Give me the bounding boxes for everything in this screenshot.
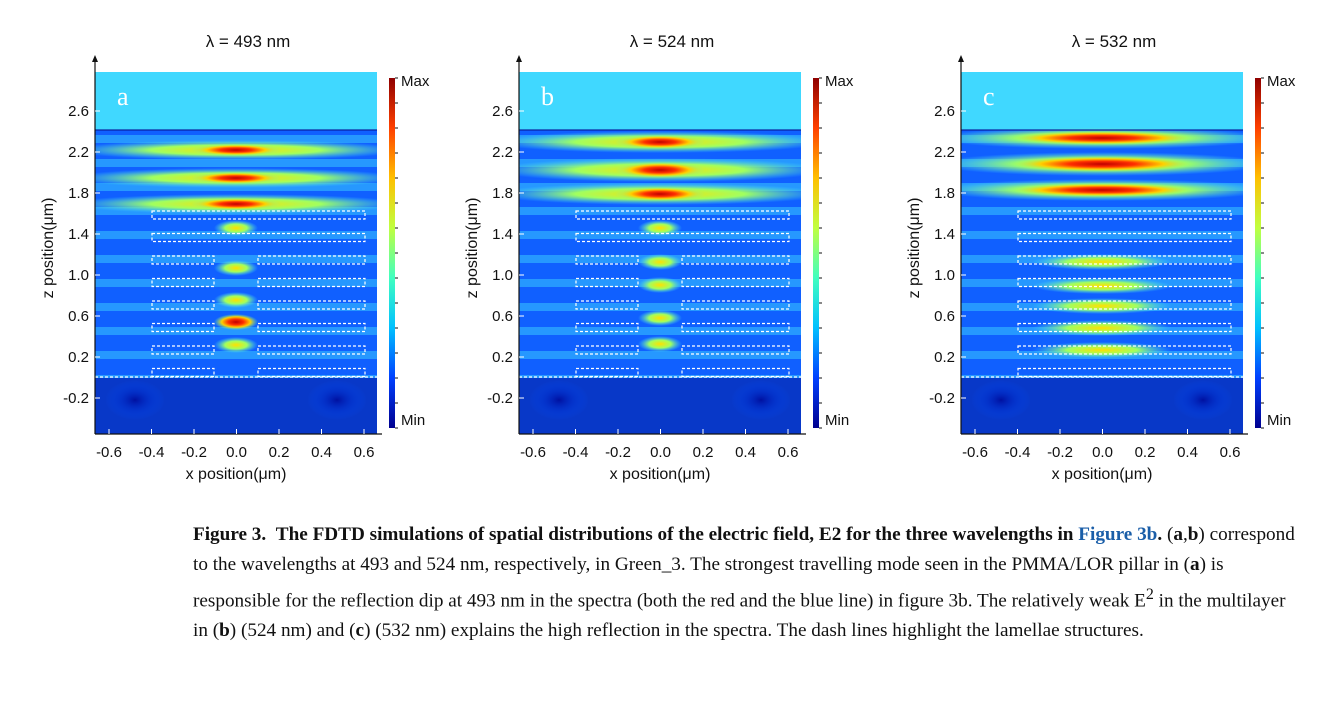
panel-letter: c [983, 82, 995, 111]
colorbar-max-label: Max [1267, 73, 1296, 90]
caption-comma: , [1182, 524, 1188, 545]
x-tick-label: 0.4 [311, 444, 332, 461]
panel-b: λ = 524 nm 2.6 2.2 1.8 1.4 1.0 0.6 0.2 -0.2 -0.6… [464, 0, 904, 500]
x-tick-label: -0.4 [139, 444, 165, 461]
y-axis-arrow-icon [92, 55, 98, 62]
panel-a-plot: 2.6 2.2 1.8 1.4 1.0 0.6 0.2 -0.2 -0.6 -0.4 -0.2 0.0… [40, 55, 430, 483]
y-tick-label: 0.2 [68, 349, 89, 366]
y-tick-label: -0.2 [929, 390, 955, 407]
caption-ref-c2: c [355, 620, 365, 642]
x-tick-label: -0.2 [605, 444, 631, 461]
caption-title-post: . [1157, 524, 1163, 545]
panel-b-title: λ = 524 nm [629, 32, 715, 51]
field-map [519, 72, 801, 434]
colorbar-min-label: Min [825, 412, 849, 429]
y-tick-label: 1.0 [934, 267, 955, 284]
caption-text-4: in the multilayer in ( [193, 590, 1286, 642]
field-map [95, 72, 377, 434]
y-tick-label: 0.6 [68, 308, 89, 325]
x-tick-label: -0.6 [520, 444, 546, 461]
caption-text-6: ) (532 nm) explains the high reflection … [364, 620, 1144, 642]
x-tick-label: -0.2 [181, 444, 207, 461]
caption-ref-a2: a [1190, 554, 1200, 575]
caption-text-3: ) is responsible for the reflection dip … [193, 554, 1224, 612]
y-tick-label: 1.4 [492, 226, 513, 243]
y-tick-label: 1.4 [68, 226, 89, 243]
x-tick-label: 0.2 [269, 444, 290, 461]
panel-c: λ = 532 nm 2.6 2.2 1.8 1.4 1.0 0.6 0.2 -0.2 -0.6… [906, 0, 1326, 500]
y-tick-label: 1.0 [68, 267, 89, 284]
x-tick-label: 0.6 [1220, 444, 1241, 461]
y-tick-label: 1.0 [492, 267, 513, 284]
y-tick-label: 2.2 [934, 144, 955, 161]
y-tick-label: -0.2 [487, 390, 513, 407]
caption-text-5: ) (524 nm) and ( [229, 620, 356, 642]
x-tick-label: -0.2 [1047, 444, 1073, 461]
colorbar [389, 78, 395, 428]
panel-a: λ = 493 nm 2.6 2.2 1.8 1.4 1.0 0.6 0.2 -0.2 -0.6… [40, 0, 480, 500]
colorbar [1255, 78, 1261, 428]
y-tick-label: 1.8 [68, 185, 89, 202]
field-map [961, 72, 1243, 434]
x-axis-label: x position(μm) [186, 466, 287, 483]
x-tick-label: 0.0 [650, 444, 671, 461]
colorbar-max-label: Max [401, 73, 430, 90]
y-tick-label: 0.6 [492, 308, 513, 325]
x-tick-label: -0.6 [962, 444, 988, 461]
y-tick-label: 0.2 [934, 349, 955, 366]
y-tick-label: 0.2 [492, 349, 513, 366]
x-tick-label: 0.0 [1092, 444, 1113, 461]
x-tick-label: 0.6 [354, 444, 375, 461]
figure-caption: Figure 3. The FDTD simulations of spatia… [193, 520, 1303, 646]
colorbar-min-label: Min [401, 412, 425, 429]
y-axis-arrow-icon [516, 55, 522, 62]
y-tick-label: 2.6 [934, 103, 955, 120]
caption-text-1: ( [1162, 524, 1174, 545]
caption-title-pre: The FDTD simulations of spatial distribu… [275, 524, 1079, 545]
caption-label: Figure 3. [193, 524, 267, 545]
x-axis-label: x position(μm) [610, 466, 711, 483]
y-tick-label: 2.2 [492, 144, 513, 161]
panel-letter: b [541, 82, 554, 111]
x-axis-label: x position(μm) [1052, 466, 1153, 483]
y-tick-label: -0.2 [63, 390, 89, 407]
x-tick-label: 0.6 [778, 444, 799, 461]
x-tick-label: 0.2 [1135, 444, 1156, 461]
panel-c-plot: 2.6 2.2 1.8 1.4 1.0 0.6 0.2 -0.2 -0.6 -0.4 -0.2 0.0… [906, 55, 1296, 483]
y-axis-arrow-icon [958, 55, 964, 62]
x-tick-label: 0.4 [1177, 444, 1198, 461]
y-tick-label: 0.6 [934, 308, 955, 325]
x-tick-label: -0.4 [563, 444, 589, 461]
x-tick-label: 0.4 [735, 444, 756, 461]
caption-text-2: ) correspond to the wavelengths at 493 a… [193, 524, 1295, 575]
colorbar-max-label: Max [825, 73, 854, 90]
caption-ref-b2: b [219, 620, 230, 642]
panel-letter: a [117, 82, 129, 111]
x-tick-label: 0.2 [693, 444, 714, 461]
y-tick-label: 1.8 [492, 185, 513, 202]
colorbar-min-label: Min [1267, 412, 1291, 429]
caption-superscript: 2 [1145, 586, 1154, 603]
x-tick-label: -0.6 [96, 444, 122, 461]
y-tick-label: 2.6 [68, 103, 89, 120]
panel-a-title: λ = 493 nm [205, 32, 291, 51]
caption-ref-b: b [1187, 524, 1199, 545]
y-tick-label: 2.2 [68, 144, 89, 161]
y-axis-label: z position(μm) [40, 198, 57, 299]
panel-c-title: λ = 532 nm [1071, 32, 1157, 51]
panel-b-plot: 2.6 2.2 1.8 1.4 1.0 0.6 0.2 -0.2 -0.6 -0.4 -0.2 0.0… [464, 55, 854, 483]
x-tick-label: 0.0 [226, 444, 247, 461]
caption-ref-a: a [1173, 524, 1183, 545]
y-axis-label: z position(μm) [464, 198, 481, 299]
y-tick-label: 2.6 [492, 103, 513, 120]
caption-figure-link[interactable]: Figure 3b [1078, 524, 1158, 545]
colorbar [813, 78, 819, 428]
y-tick-label: 1.4 [934, 226, 955, 243]
x-tick-label: -0.4 [1005, 444, 1031, 461]
y-axis-label: z position(μm) [906, 198, 923, 299]
y-tick-label: 1.8 [934, 185, 955, 202]
